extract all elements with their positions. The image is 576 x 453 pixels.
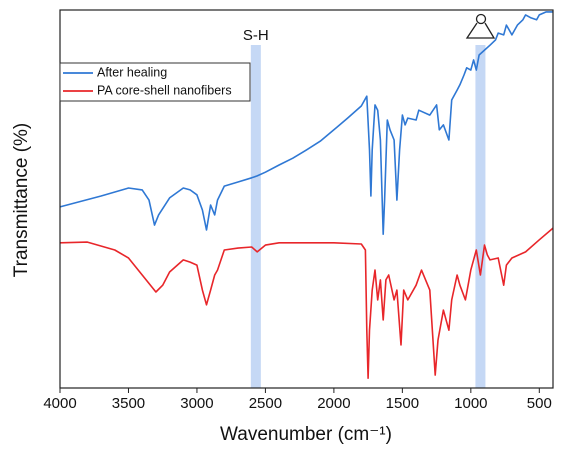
highlight-band [475,45,486,388]
plot-lines [59,11,554,379]
epoxide-icon [465,13,496,39]
legend-label: After healing [97,65,167,79]
x-tick-label: 3000 [180,395,213,412]
legend: After healing PA core-shell nanofibers [63,65,232,97]
series-line [59,227,554,379]
annotation: S-H [243,27,269,44]
highlight-bands [250,45,486,388]
x-tick-label: 4000 [43,395,76,412]
highlight-band [250,45,261,388]
x-tick-label: 3500 [112,395,145,412]
y-axis-label: Transmittance (%) [11,123,32,278]
x-tick-label: 2500 [249,395,282,412]
x-tick-label: 500 [527,395,552,412]
plot-frame [59,9,554,389]
x-axis-label: Wavenumber (cm⁻¹) [220,424,392,445]
x-tick-label: 2000 [317,395,350,412]
legend-box [59,62,251,102]
series-line [59,11,553,235]
legend-label: PA core-shell nanofibers [97,83,232,97]
x-tick-label: 1000 [454,395,487,412]
x-tick-label: 1500 [386,395,419,412]
